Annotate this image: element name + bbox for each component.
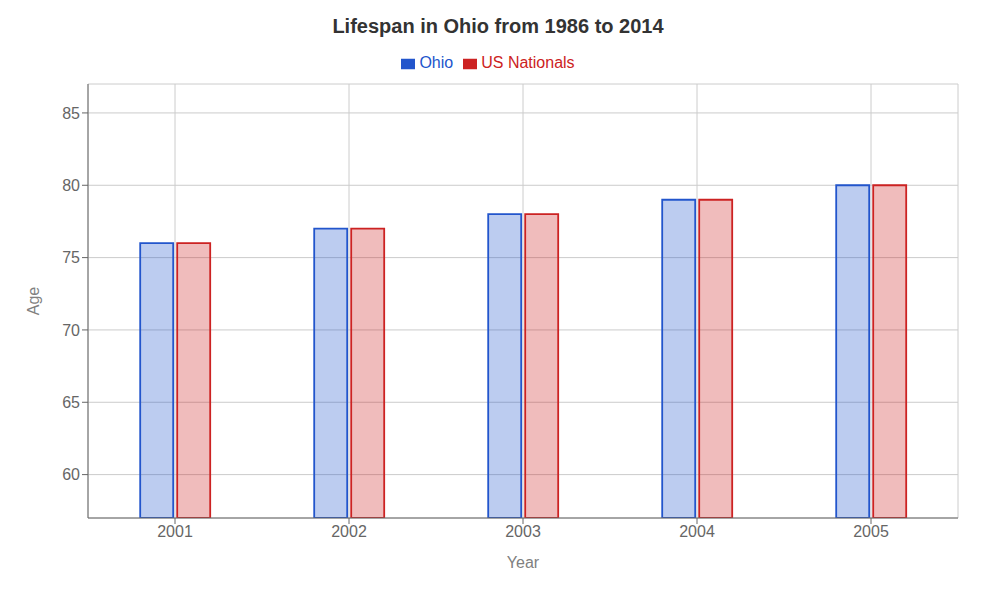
svg-text:85: 85 xyxy=(62,105,80,122)
svg-text:2005: 2005 xyxy=(853,523,889,540)
svg-text:2002: 2002 xyxy=(331,523,367,540)
svg-text:75: 75 xyxy=(62,249,80,266)
html-text:Lifespan in Ohio from 1986 to: Lifespan in Ohio from 1986 to 2014 xyxy=(332,15,664,37)
svg-text:Age: Age xyxy=(25,287,42,316)
html-text:US Nationals: US Nationals xyxy=(481,54,575,71)
svg-text:2004: 2004 xyxy=(679,523,715,540)
svg-text:2003: 2003 xyxy=(505,523,541,540)
svg-text:65: 65 xyxy=(62,394,80,411)
svg-text:70: 70 xyxy=(62,322,80,339)
svg-text:Year: Year xyxy=(507,554,540,571)
svg-text:60: 60 xyxy=(62,466,80,483)
svg-text:80: 80 xyxy=(62,177,80,194)
html-text:Ohio: Ohio xyxy=(419,54,454,71)
svg-text:2001: 2001 xyxy=(157,523,193,540)
